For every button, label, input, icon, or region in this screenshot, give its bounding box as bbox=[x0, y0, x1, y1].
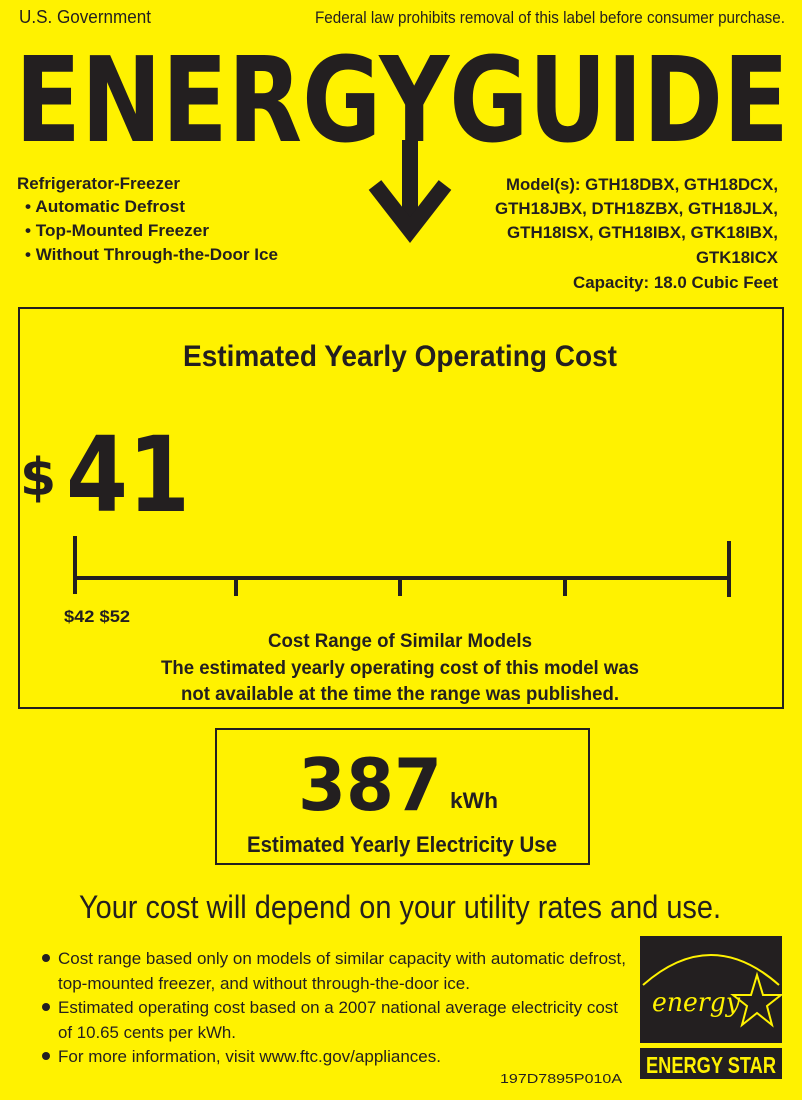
feature-item: • Without Through-the-Door Ice bbox=[25, 245, 278, 264]
label-code: 197D7895P010A bbox=[500, 1071, 622, 1086]
star-icon bbox=[730, 971, 784, 1028]
depend-statement: Your cost will depend on your utility ra… bbox=[79, 889, 721, 925]
cost-currency: $ bbox=[20, 448, 56, 508]
header-government: U.S. Government bbox=[19, 7, 151, 27]
footnote: Estimated operating cost based on a 2007… bbox=[58, 998, 618, 1017]
footnotes: Cost range based only on models of simil… bbox=[42, 949, 626, 1066]
electricity-label: Estimated Yearly Electricity Use bbox=[247, 832, 557, 857]
header-federal-law: Federal law prohibits removal of this la… bbox=[315, 8, 785, 27]
kwh-unit: kWh bbox=[450, 788, 498, 813]
cost-value: 41 bbox=[66, 414, 190, 536]
range-labels: $42 $52 bbox=[64, 607, 130, 626]
cost-box bbox=[18, 307, 784, 709]
capacity: Capacity: 18.0 Cubic Feet bbox=[573, 273, 778, 292]
model-line: GTH18JBX, DTH18ZBX, GTH18JLX, bbox=[495, 199, 778, 218]
energy-script: energy bbox=[652, 988, 740, 1018]
energy-star-text: ENERGY STAR bbox=[646, 1052, 776, 1078]
electricity-box bbox=[215, 728, 590, 865]
product-type: Refrigerator-Freezer bbox=[17, 174, 180, 193]
range-note: not available at the time the range was … bbox=[181, 684, 619, 705]
model-line: Model(s): GTH18DBX, GTH18DCX, bbox=[506, 175, 778, 194]
feature-item: • Automatic Defrost bbox=[25, 197, 185, 216]
model-line: GTH18ISX, GTH18IBX, GTK18IBX, bbox=[507, 223, 778, 242]
range-title: Cost Range of Similar Models bbox=[268, 631, 532, 652]
footnote: Cost range based only on models of simil… bbox=[58, 949, 626, 968]
footnote: top-mounted freezer, and without through… bbox=[58, 974, 470, 993]
cost-title: Estimated Yearly Operating Cost bbox=[183, 340, 617, 373]
feature-item: • Top-Mounted Freezer bbox=[25, 221, 209, 240]
range-note: The estimated yearly operating cost of t… bbox=[161, 658, 639, 679]
model-line: GTK18ICX bbox=[696, 248, 779, 267]
footnote: of 10.65 cents per kWh. bbox=[58, 1023, 236, 1042]
energy-star-logo: energy ENERGY STAR bbox=[640, 936, 784, 1079]
footnote-link[interactable]: For more information, visit www.ftc.gov/… bbox=[58, 1047, 441, 1066]
cost-range-scale bbox=[73, 536, 731, 597]
arrow-down-icon bbox=[368, 140, 452, 244]
kwh-value: 387 bbox=[298, 743, 442, 827]
